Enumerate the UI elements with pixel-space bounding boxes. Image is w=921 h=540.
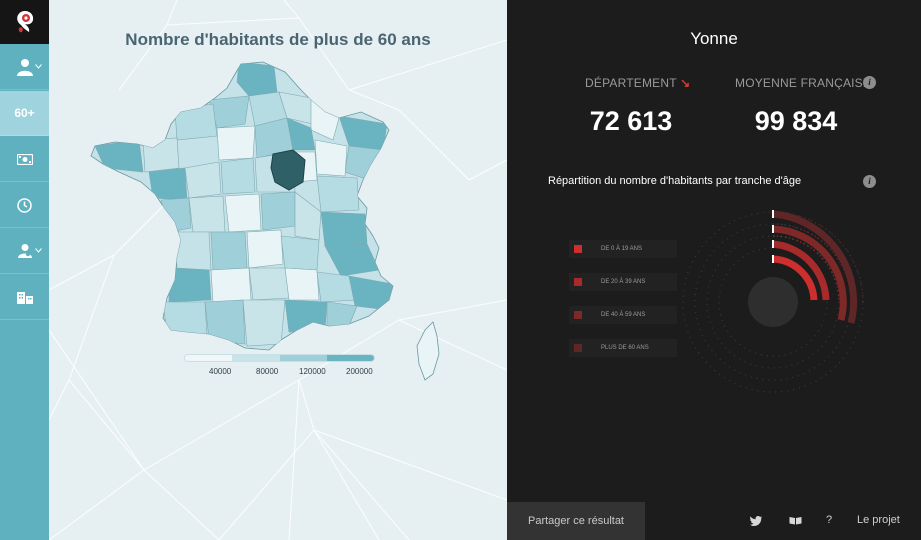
chevron-down-icon — [35, 248, 42, 253]
trend-down-icon: ↘ — [680, 76, 691, 90]
age-bar-60plus — [772, 210, 858, 324]
avg-label: MOYENNE FRANÇAISE — [735, 76, 872, 90]
book-icon[interactable] — [789, 516, 802, 525]
details-panel: Yonne DÉPARTEMENT ↘ MOYENNE FRANÇAISE i … — [507, 0, 921, 540]
legend-label: 80000 — [256, 367, 279, 376]
legend-swatch — [574, 344, 582, 352]
age-legend-item: DE 40 À 59 ANS — [569, 306, 677, 324]
sidebar-item-housing[interactable] — [0, 275, 49, 320]
twitter-icon[interactable] — [750, 516, 762, 526]
age-bar-40-59 — [772, 225, 847, 321]
chevron-down-icon — [35, 64, 42, 69]
france-map — [90, 61, 440, 381]
age-legend-label: DE 40 À 59 ANS — [601, 312, 646, 318]
map-panel: Nombre d'habitants de plus de 60 ans — [49, 0, 507, 540]
region-name: Yonne — [690, 29, 738, 48]
age-legend-label: PLUS DE 60 ANS — [601, 345, 649, 351]
legend-swatch — [185, 355, 233, 361]
radial-center — [748, 277, 798, 327]
user-group-icon — [17, 244, 32, 258]
legend-swatch — [574, 278, 582, 286]
legend-label: 120000 — [299, 367, 326, 376]
sidebar-item-age-60[interactable]: 60+ — [0, 91, 49, 136]
legend-swatch — [232, 355, 280, 361]
legend-swatch — [574, 245, 582, 253]
legend-swatch — [279, 355, 327, 361]
sidebar-item-profile[interactable] — [0, 45, 49, 90]
age-legend-item: DE 0 À 19 ANS — [569, 240, 677, 258]
map-title: Nombre d'habitants de plus de 60 ans — [125, 30, 431, 49]
sidebar: 60+ — [0, 0, 49, 540]
age-legend-label: DE 0 À 19 ANS — [601, 246, 643, 252]
dept-value: 72 613 — [589, 106, 673, 136]
network-background — [49, 0, 507, 540]
logo-icon — [16, 11, 33, 33]
money-icon — [16, 153, 33, 165]
age-legend-item: DE 20 À 39 ANS — [569, 273, 677, 291]
sidebar-item-time[interactable] — [0, 183, 49, 228]
info-icon[interactable]: i — [863, 76, 876, 89]
clock-icon — [17, 197, 32, 213]
dept-label-text: DÉPARTEMENT — [585, 76, 677, 90]
age-bar-0-19 — [772, 255, 818, 301]
legend-swatch — [574, 311, 582, 319]
age-legend-item: PLUS DE 60 ANS — [569, 339, 677, 357]
info-icon[interactable]: i — [863, 175, 876, 188]
share-button[interactable]: Partager ce résultat — [507, 502, 645, 540]
legend-label: 200000 — [346, 367, 373, 376]
building-icon — [16, 292, 33, 304]
legend-label: 40000 — [209, 367, 232, 376]
sidebar-item-population[interactable] — [0, 229, 49, 274]
dept-label: DÉPARTEMENT ↘ — [585, 76, 690, 90]
help-button[interactable]: ? — [826, 514, 833, 526]
avg-value: 99 834 — [754, 106, 838, 136]
distribution-title: Répartition du nombre d'habitants par tr… — [548, 175, 802, 187]
age-arc-20-39 — [772, 235, 840, 303]
project-link[interactable]: Le projet — [857, 514, 900, 526]
legend-bar — [184, 354, 375, 362]
sidebar-item-label: 60+ — [14, 106, 35, 120]
sidebar-item-income[interactable] — [0, 137, 49, 182]
user-icon — [16, 59, 33, 76]
app-logo[interactable] — [0, 0, 49, 44]
age-bar-20-39 — [772, 240, 830, 301]
age-radial-chart — [682, 210, 864, 393]
legend-swatch — [326, 355, 374, 361]
age-legend-label: DE 20 À 39 ANS — [601, 279, 646, 285]
